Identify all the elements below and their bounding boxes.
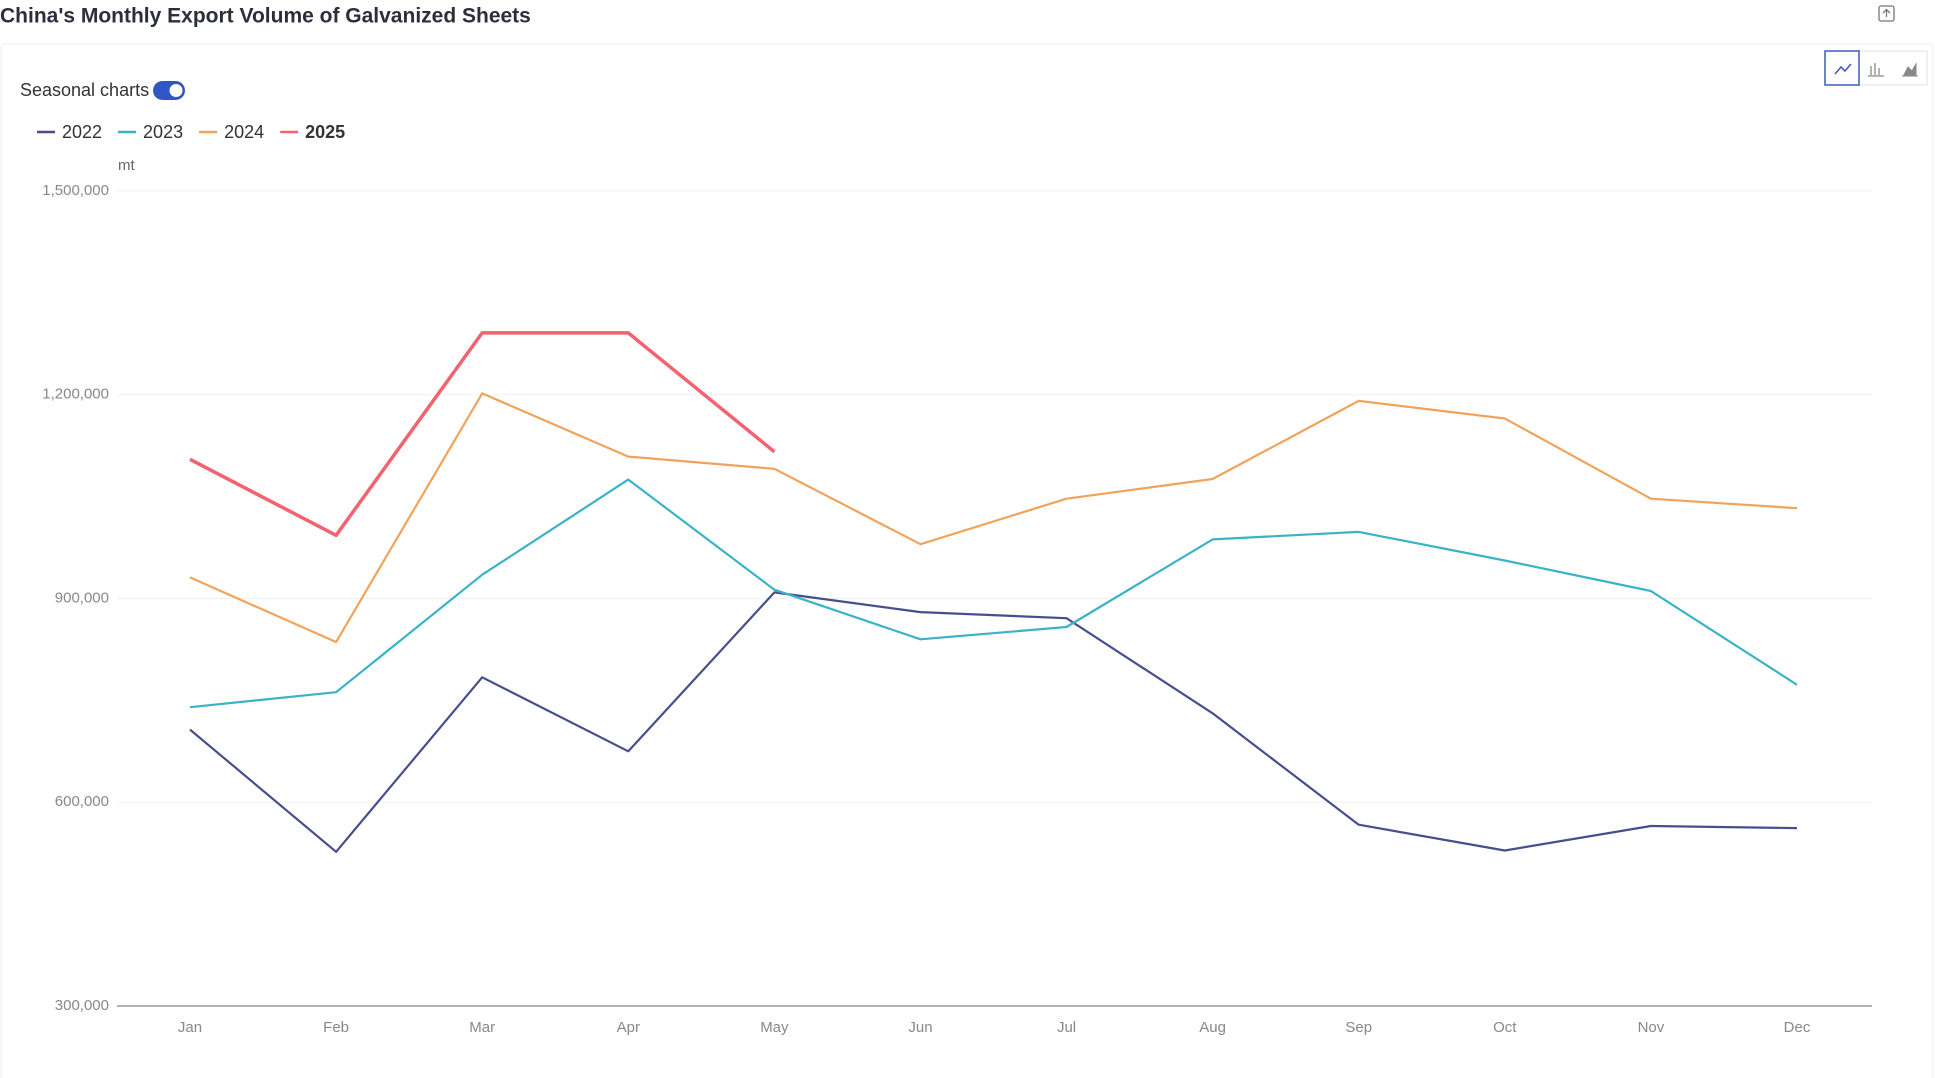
x-tick-label: Jan — [178, 1019, 202, 1036]
y-tick-label: 600,000 — [55, 793, 109, 810]
panel — [0, 43, 1934, 1078]
legend-label: 2024 — [224, 122, 264, 142]
legend-label: 2025 — [305, 122, 345, 142]
x-tick-label: Jun — [908, 1019, 932, 1036]
y-tick-label: 300,000 — [55, 997, 109, 1014]
y-tick-label: 1,200,000 — [42, 386, 109, 403]
chart-type-switch[interactable] — [1824, 50, 1928, 86]
x-tick-label: Jul — [1057, 1019, 1076, 1036]
x-tick-label: Nov — [1638, 1019, 1665, 1036]
export-icon[interactable] — [1878, 5, 1895, 22]
x-tick-label: Dec — [1784, 1019, 1811, 1036]
legend-label: 2022 — [62, 122, 102, 142]
y-unit: mt — [118, 157, 135, 174]
series-line — [189, 478, 1798, 709]
y-tick-label: 900,000 — [55, 589, 109, 606]
x-tick-label: Aug — [1199, 1019, 1226, 1036]
x-tick-label: Feb — [323, 1019, 349, 1036]
x-tick-label: Sep — [1345, 1019, 1372, 1036]
series-line — [189, 331, 776, 538]
series-line — [189, 392, 1798, 644]
x-tick-label: Oct — [1493, 1019, 1517, 1036]
toggle-label: Seasonal charts — [20, 80, 149, 100]
chart-title: China's Monthly Export Volume of Galvani… — [0, 5, 531, 28]
series-line — [189, 591, 1798, 853]
legend-label: 2023 — [143, 122, 183, 142]
y-tick-label: 1,500,000 — [42, 182, 109, 199]
x-tick-label: Apr — [617, 1019, 640, 1036]
toggle[interactable] — [153, 81, 185, 100]
x-tick-label: Mar — [469, 1019, 495, 1036]
x-tick-label: May — [760, 1019, 789, 1036]
